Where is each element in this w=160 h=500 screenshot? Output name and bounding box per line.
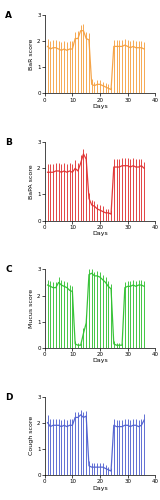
Y-axis label: BaPA score: BaPA score (29, 164, 34, 198)
Y-axis label: Cough score: Cough score (29, 416, 34, 456)
X-axis label: Days: Days (92, 231, 108, 236)
Text: A: A (5, 11, 12, 20)
X-axis label: Days: Days (92, 358, 108, 364)
Text: D: D (5, 392, 12, 402)
Y-axis label: Mucus score: Mucus score (29, 289, 34, 328)
Text: B: B (5, 138, 12, 147)
Y-axis label: BaR score: BaR score (29, 38, 34, 70)
X-axis label: Days: Days (92, 104, 108, 109)
X-axis label: Days: Days (92, 486, 108, 490)
Text: C: C (5, 266, 12, 274)
